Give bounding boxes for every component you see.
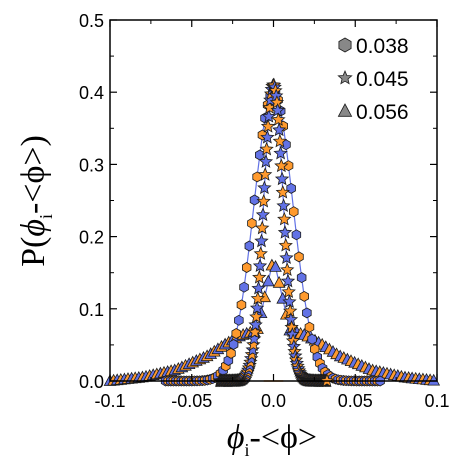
data-point bbox=[249, 300, 265, 315]
data-point bbox=[255, 207, 271, 222]
data-point bbox=[239, 281, 249, 293]
data-point bbox=[261, 274, 275, 287]
legend-label: 0.038 bbox=[356, 35, 409, 58]
legend-label: 0.045 bbox=[356, 68, 409, 91]
data-point bbox=[255, 220, 270, 235]
data-point bbox=[280, 262, 295, 277]
data-point bbox=[253, 246, 268, 260]
y-axis-title-subscript: i bbox=[36, 214, 56, 219]
legend-label: 0.056 bbox=[356, 101, 409, 124]
y-axis-title-rest: -<ϕ>) bbox=[15, 135, 52, 214]
y-tick-label: 0.4 bbox=[79, 83, 104, 103]
data-point bbox=[251, 280, 266, 295]
data-point bbox=[252, 258, 268, 273]
data-point bbox=[258, 154, 274, 168]
data-point bbox=[249, 194, 260, 206]
data-point bbox=[286, 182, 296, 194]
data-point bbox=[271, 112, 286, 126]
data-point bbox=[269, 260, 282, 272]
y-axis-title-prefix: P( bbox=[15, 237, 52, 267]
data-point bbox=[276, 198, 291, 213]
y-tick-label: 0.0 bbox=[79, 372, 104, 392]
legend-item-hexagon: 0.038 bbox=[338, 35, 409, 58]
legend-marker-star bbox=[337, 69, 353, 85]
data-point bbox=[260, 129, 275, 144]
data-point bbox=[272, 122, 287, 137]
data-point bbox=[270, 102, 285, 117]
data-point bbox=[307, 333, 317, 345]
data-point bbox=[244, 240, 255, 252]
data-point bbox=[277, 225, 293, 239]
data-point bbox=[281, 284, 296, 299]
data-point bbox=[247, 217, 257, 229]
data-point bbox=[291, 229, 302, 241]
data-point bbox=[261, 109, 276, 123]
axis-ticks: -0.1 -0.05 0.0 0.05 0.1 0.0 0.1 0.2 0.3 0.4 0.5 bbox=[79, 11, 450, 411]
data-point bbox=[231, 328, 242, 339]
data-point bbox=[245, 342, 260, 357]
data-point bbox=[226, 347, 236, 359]
series-triangle bbox=[103, 258, 441, 386]
data-point bbox=[279, 250, 294, 265]
data-point bbox=[241, 262, 252, 273]
data-point bbox=[304, 321, 315, 333]
x-tick-label: -0.1 bbox=[94, 391, 125, 411]
data-point bbox=[274, 158, 289, 173]
data-point bbox=[252, 269, 267, 284]
data-point bbox=[256, 193, 271, 208]
x-axis-title-symbol: ϕ bbox=[227, 419, 245, 456]
data-point bbox=[234, 314, 244, 326]
y-tick-label: 0.3 bbox=[79, 155, 104, 175]
x-axis-title-rest: -<ϕ> bbox=[250, 419, 318, 456]
legend: 0.038 0.045 0.056 bbox=[337, 35, 409, 124]
x-axis-title-subscript: i bbox=[245, 440, 250, 460]
data-point bbox=[257, 180, 272, 195]
data-point bbox=[273, 145, 288, 160]
data-point bbox=[274, 171, 290, 186]
series-hexagon bbox=[160, 86, 385, 387]
data-point bbox=[278, 237, 293, 252]
data-point bbox=[277, 211, 292, 226]
plot-content bbox=[103, 77, 441, 388]
data-point bbox=[249, 309, 264, 324]
data-point bbox=[283, 160, 294, 172]
data-point bbox=[248, 317, 263, 332]
legend-item-star: 0.045 bbox=[337, 68, 409, 91]
data-point bbox=[259, 141, 274, 156]
data-point bbox=[272, 275, 286, 288]
data-point bbox=[260, 118, 276, 133]
data-point bbox=[254, 233, 269, 248]
data-point bbox=[228, 339, 239, 350]
legend-marker-hexagon bbox=[338, 37, 352, 53]
x-tick-label: 0.1 bbox=[424, 391, 449, 411]
data-point bbox=[280, 273, 296, 288]
data-point bbox=[296, 272, 307, 284]
data-point bbox=[294, 251, 304, 263]
y-tick-label: 0.2 bbox=[79, 228, 104, 248]
data-point bbox=[246, 337, 261, 351]
x-tick-label: -0.05 bbox=[171, 391, 212, 411]
data-point bbox=[236, 299, 247, 311]
legend-item-triangle: 0.056 bbox=[337, 101, 409, 124]
data-point bbox=[299, 290, 310, 302]
y-tick-label: 0.1 bbox=[79, 300, 104, 320]
y-tick-label: 0.5 bbox=[79, 11, 104, 31]
x-tick-label: 0.0 bbox=[261, 391, 286, 411]
legend-marker-triangle bbox=[337, 103, 353, 117]
data-point bbox=[250, 291, 265, 305]
data-point bbox=[302, 307, 312, 319]
y-axis-title: P(ϕi-<ϕ>) bbox=[15, 135, 56, 267]
data-point bbox=[257, 167, 273, 181]
x-axis-title: ϕi-<ϕ> bbox=[227, 419, 317, 460]
data-point bbox=[288, 206, 299, 218]
data-point bbox=[272, 133, 288, 148]
data-point bbox=[244, 347, 260, 361]
data-point bbox=[282, 294, 297, 309]
x-tick-label: 0.05 bbox=[338, 391, 373, 411]
data-point bbox=[275, 184, 290, 199]
y-axis-title-symbol: ϕ bbox=[15, 219, 52, 237]
